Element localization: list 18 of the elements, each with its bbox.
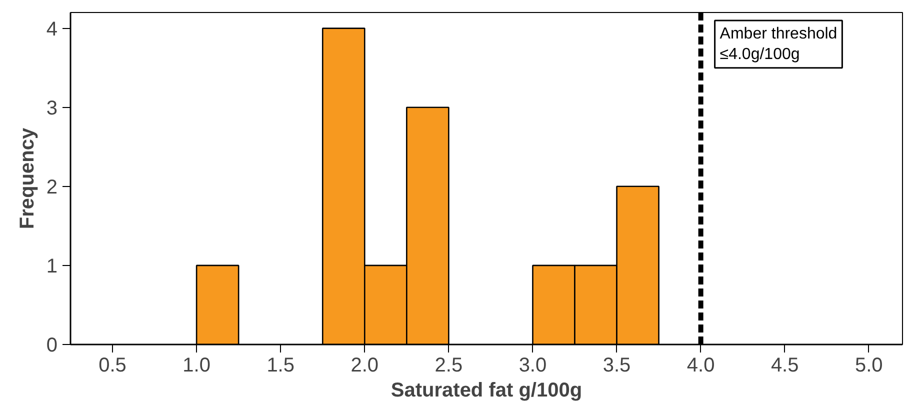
y-tick-label: 2 [46, 176, 58, 198]
x-axis-title: Saturated fat g/100g [390, 380, 582, 402]
y-tick-label: 1 [46, 255, 58, 278]
x-tick-label: 3.5 [602, 354, 631, 376]
x-tick-label: 1.5 [266, 354, 295, 376]
x-tick-label: 2.5 [434, 354, 463, 376]
x-tick-label: 1.0 [182, 354, 210, 376]
y-tick-label: 3 [46, 97, 58, 120]
x-tick-label: 4.0 [686, 354, 715, 376]
y-axis-title: Frequency [16, 127, 38, 230]
x-tick-label: 3.0 [518, 354, 547, 376]
y-tick-label: 4 [46, 18, 58, 40]
x-tick-label: 4.5 [770, 354, 799, 376]
x-tick-label: 2.0 [350, 354, 379, 376]
y-tick-label: 0 [46, 334, 58, 356]
ref-line-label: Amber threshold ≤4.0g/100g [720, 26, 838, 63]
x-tick-label: 0.5 [98, 354, 126, 376]
x-tick-label: 5.0 [854, 354, 883, 376]
